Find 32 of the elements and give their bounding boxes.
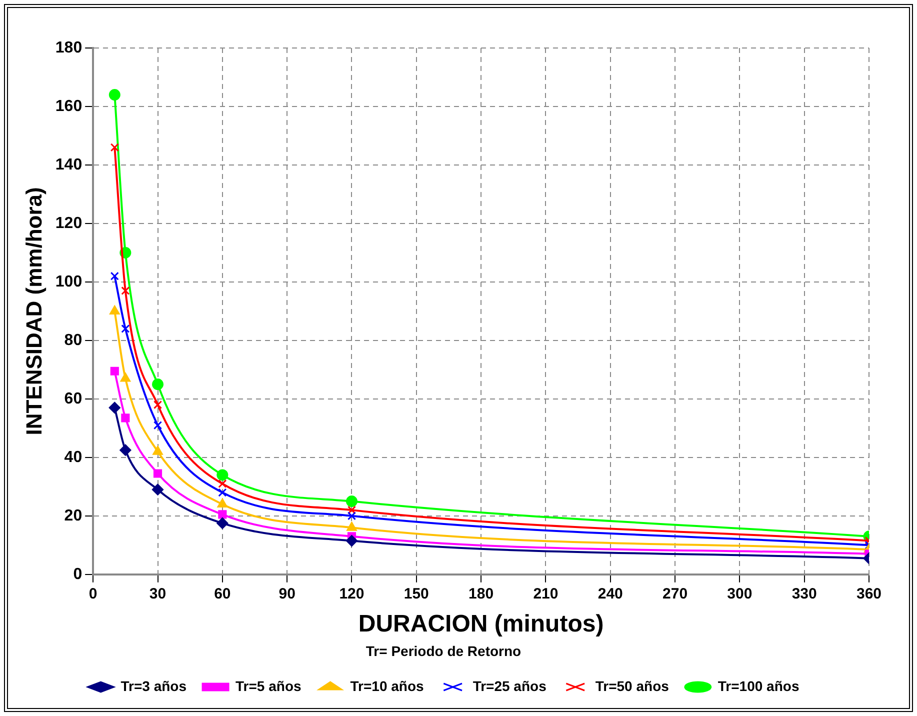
x-tick-label: 180	[468, 586, 494, 603]
x-tick-label: 300	[727, 586, 752, 603]
x-tick-label: 330	[792, 586, 817, 603]
legend-label: Tr=5 años	[236, 678, 302, 694]
x-tick-label: 120	[339, 586, 364, 603]
y-tick-label: 160	[55, 98, 82, 115]
x-axis-title: DURACION (minutos)	[358, 610, 604, 638]
y-tick-label: 60	[64, 390, 82, 408]
x-tick-label: 60	[214, 586, 231, 603]
x-tick-label: 270	[662, 586, 688, 603]
x-tick-label: 150	[404, 586, 429, 603]
y-tick-label: 80	[64, 332, 82, 349]
y-tick-label: 120	[55, 214, 82, 232]
x-tick-label: 30	[149, 586, 166, 603]
legend-label: Tr=3 años	[120, 678, 187, 694]
y-tick-label: 100	[55, 273, 82, 290]
y-tick-label: 20	[64, 507, 82, 524]
legend-label: Tr=100 años	[718, 678, 800, 694]
legend-label: Tr=25 años	[472, 678, 547, 694]
y-tick-label: 180	[55, 39, 82, 56]
legend-title: Tr= Periodo de Retorno	[366, 643, 522, 660]
y-axis-title: INTENSIDAD (mm/hora)	[21, 187, 46, 436]
x-tick-label: 90	[278, 586, 296, 603]
y-tick-label: 140	[55, 156, 82, 174]
x-tick-label: 0	[88, 586, 98, 603]
x-tick-label: 210	[533, 586, 558, 603]
y-tick-label: 0	[73, 566, 82, 583]
legend-label: Tr=50 años	[595, 678, 670, 694]
x-tick-label: 360	[856, 586, 882, 603]
x-tick-label: 240	[598, 586, 623, 603]
legend-label: Tr=10 años	[350, 678, 424, 694]
y-tick-label: 40	[64, 448, 82, 466]
